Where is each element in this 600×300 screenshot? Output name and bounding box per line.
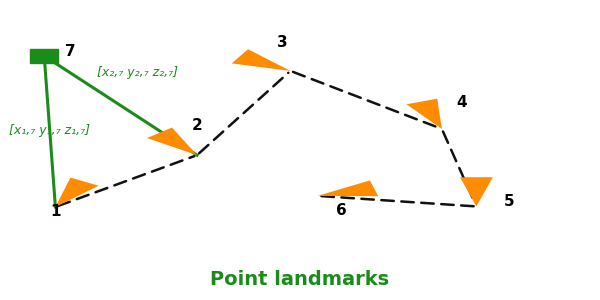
Text: 1: 1 — [51, 204, 61, 219]
Text: 5: 5 — [503, 194, 514, 209]
Text: 4: 4 — [457, 95, 467, 110]
Polygon shape — [460, 177, 493, 206]
Polygon shape — [318, 180, 379, 196]
Text: 2: 2 — [192, 118, 202, 133]
Polygon shape — [55, 178, 99, 207]
Text: 6: 6 — [336, 203, 347, 218]
Text: 7: 7 — [65, 44, 76, 59]
Text: Point landmarks: Point landmarks — [211, 270, 389, 289]
Text: [x₂,₇ y₂,₇ z₂,₇]: [x₂,₇ y₂,₇ z₂,₇] — [97, 66, 178, 79]
Polygon shape — [406, 99, 442, 129]
Text: [x₁,₇ y₁,₇ z₁,₇]: [x₁,₇ y₁,₇ z₁,₇] — [9, 124, 90, 137]
Polygon shape — [232, 49, 290, 71]
Text: 3: 3 — [277, 35, 287, 50]
Bar — [30, 49, 58, 63]
Polygon shape — [147, 128, 197, 155]
